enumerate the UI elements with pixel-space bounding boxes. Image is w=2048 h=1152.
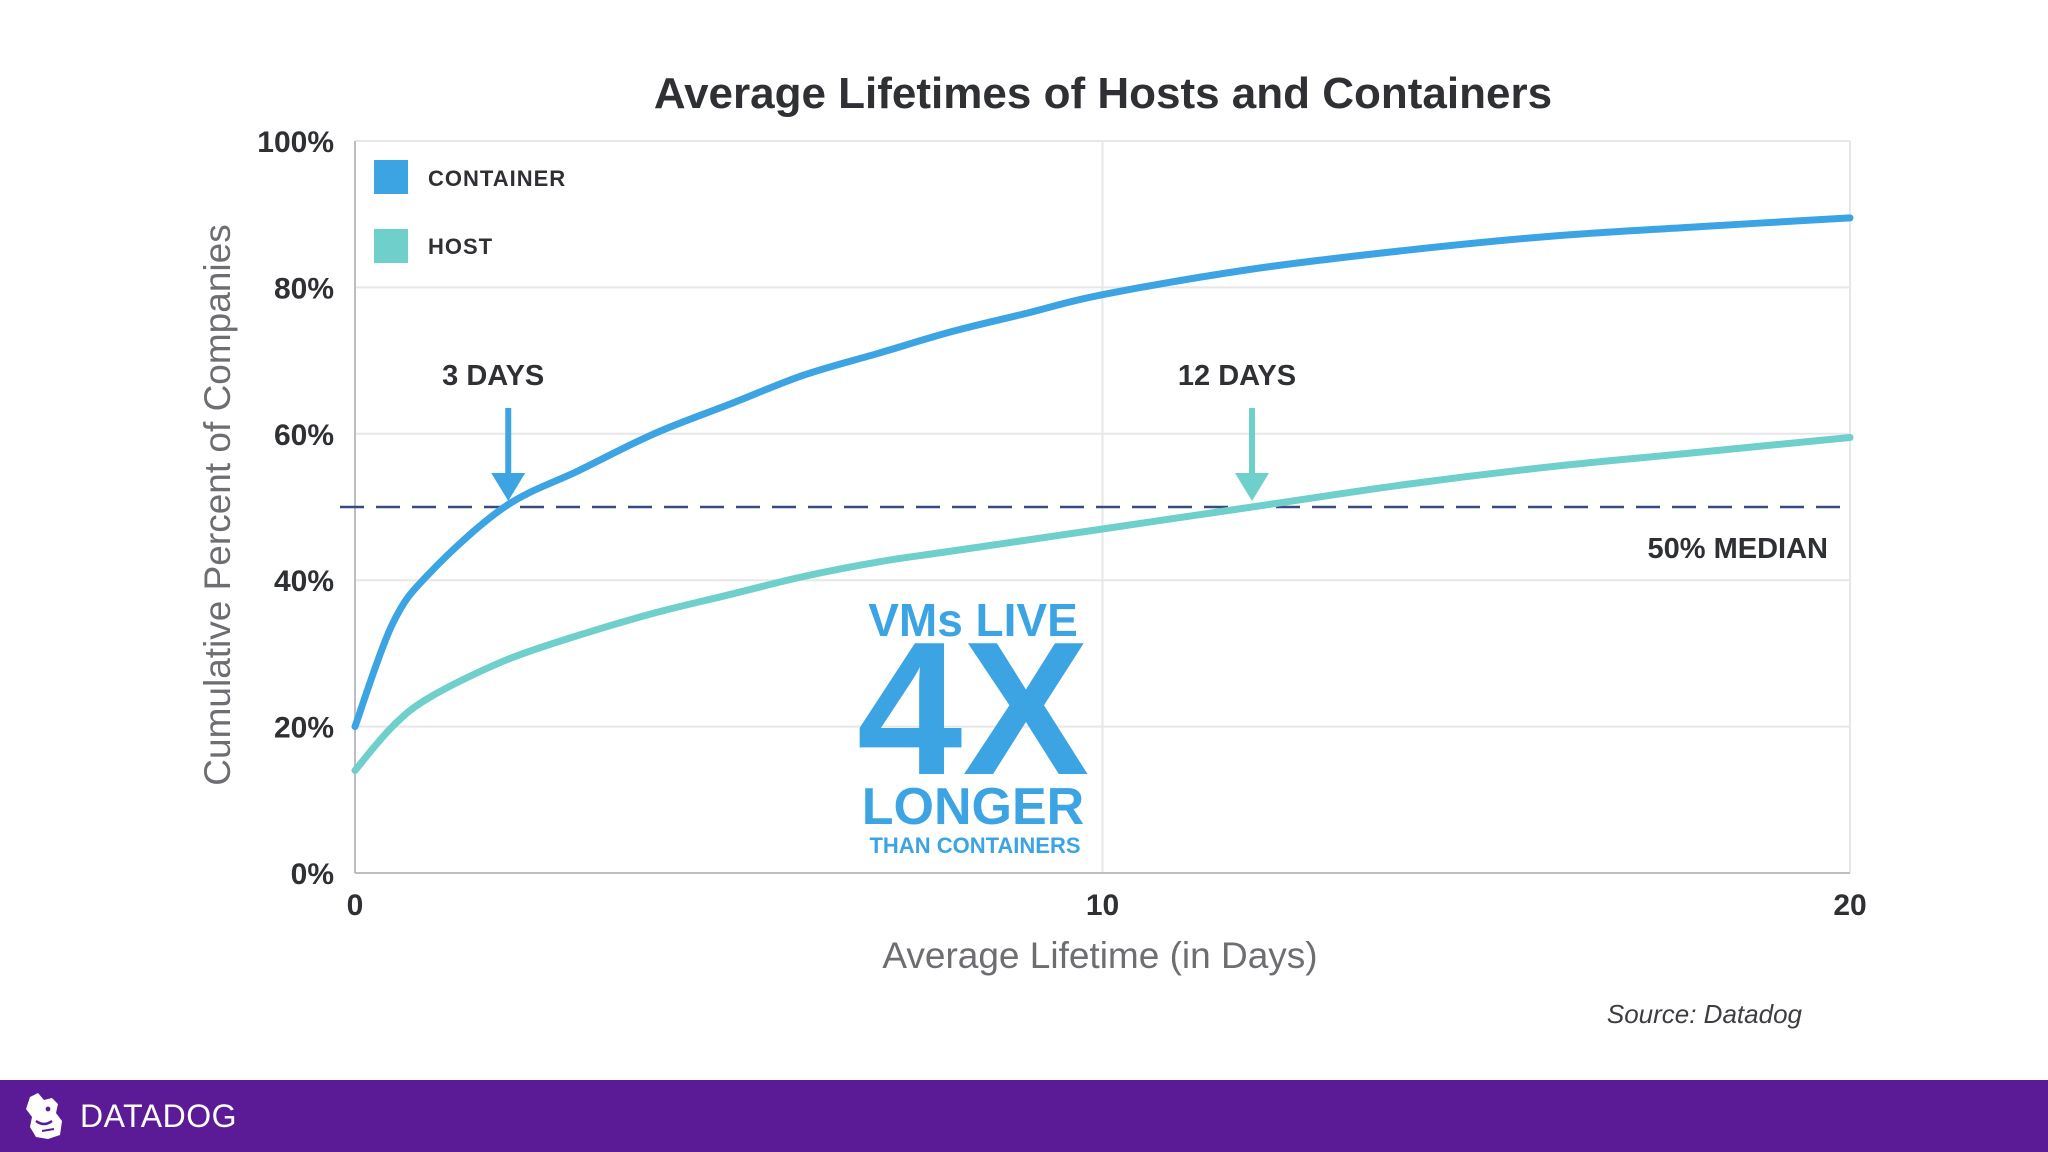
legend: CONTAINER HOST bbox=[374, 160, 566, 263]
y-tick-label: 0% bbox=[291, 858, 334, 891]
series-line-container bbox=[351, 214, 1854, 731]
legend-swatch-container bbox=[374, 160, 408, 194]
y-tick-label: 40% bbox=[274, 565, 334, 598]
chart-title: Average Lifetimes of Hosts and Container… bbox=[654, 69, 1552, 118]
callout-line1: VMs LIVE bbox=[868, 594, 1078, 646]
callout-line3: LONGER bbox=[862, 778, 1084, 836]
legend-label-host: HOST bbox=[428, 234, 493, 259]
x-axis-label: Average Lifetime (in Days) bbox=[882, 935, 1317, 976]
y-tick-label: 100% bbox=[257, 126, 334, 159]
y-axis-ticks: 0% 20% 40% 60% 80% 100% bbox=[257, 126, 334, 891]
callout-line4: THAN CONTAINERS bbox=[869, 833, 1080, 858]
legend-swatch-host bbox=[374, 229, 408, 263]
series-line-host bbox=[351, 434, 1854, 774]
y-axis-label: Cumulative Percent of Companies bbox=[197, 224, 238, 785]
x-axis-ticks: 0 10 20 bbox=[347, 889, 1867, 922]
brand-name: DATADOG bbox=[80, 1097, 237, 1134]
annotation-arrow-head-0 bbox=[491, 473, 526, 501]
annotations: 3 DAYS 12 DAYS bbox=[442, 360, 1296, 501]
x-tick-label: 10 bbox=[1086, 889, 1119, 922]
y-tick-label: 80% bbox=[274, 272, 334, 305]
callout: VMs LIVE 4X LONGER THAN CONTAINERS bbox=[857, 594, 1089, 858]
legend-label-container: CONTAINER bbox=[428, 166, 566, 191]
x-tick-label: 0 bbox=[347, 889, 364, 922]
y-tick-label: 20% bbox=[274, 712, 334, 745]
annotation-arrow-head-1 bbox=[1235, 473, 1269, 501]
series-lines bbox=[351, 214, 1854, 774]
datadog-dog-icon bbox=[26, 1093, 62, 1139]
median-label: 50% MEDIAN bbox=[1648, 533, 1829, 565]
footer-bar: DATADOG bbox=[0, 1080, 2048, 1152]
annotation-label-0: 3 DAYS bbox=[442, 360, 544, 392]
callout-line2: 4X bbox=[857, 603, 1089, 815]
x-tick-label: 20 bbox=[1833, 889, 1866, 922]
annotation-label-1: 12 DAYS bbox=[1178, 360, 1296, 392]
chart: Average Lifetimes of Hosts and Container… bbox=[197, 69, 1867, 1029]
y-tick-label: 60% bbox=[274, 419, 334, 452]
source-note: Source: Datadog bbox=[1607, 999, 1803, 1029]
